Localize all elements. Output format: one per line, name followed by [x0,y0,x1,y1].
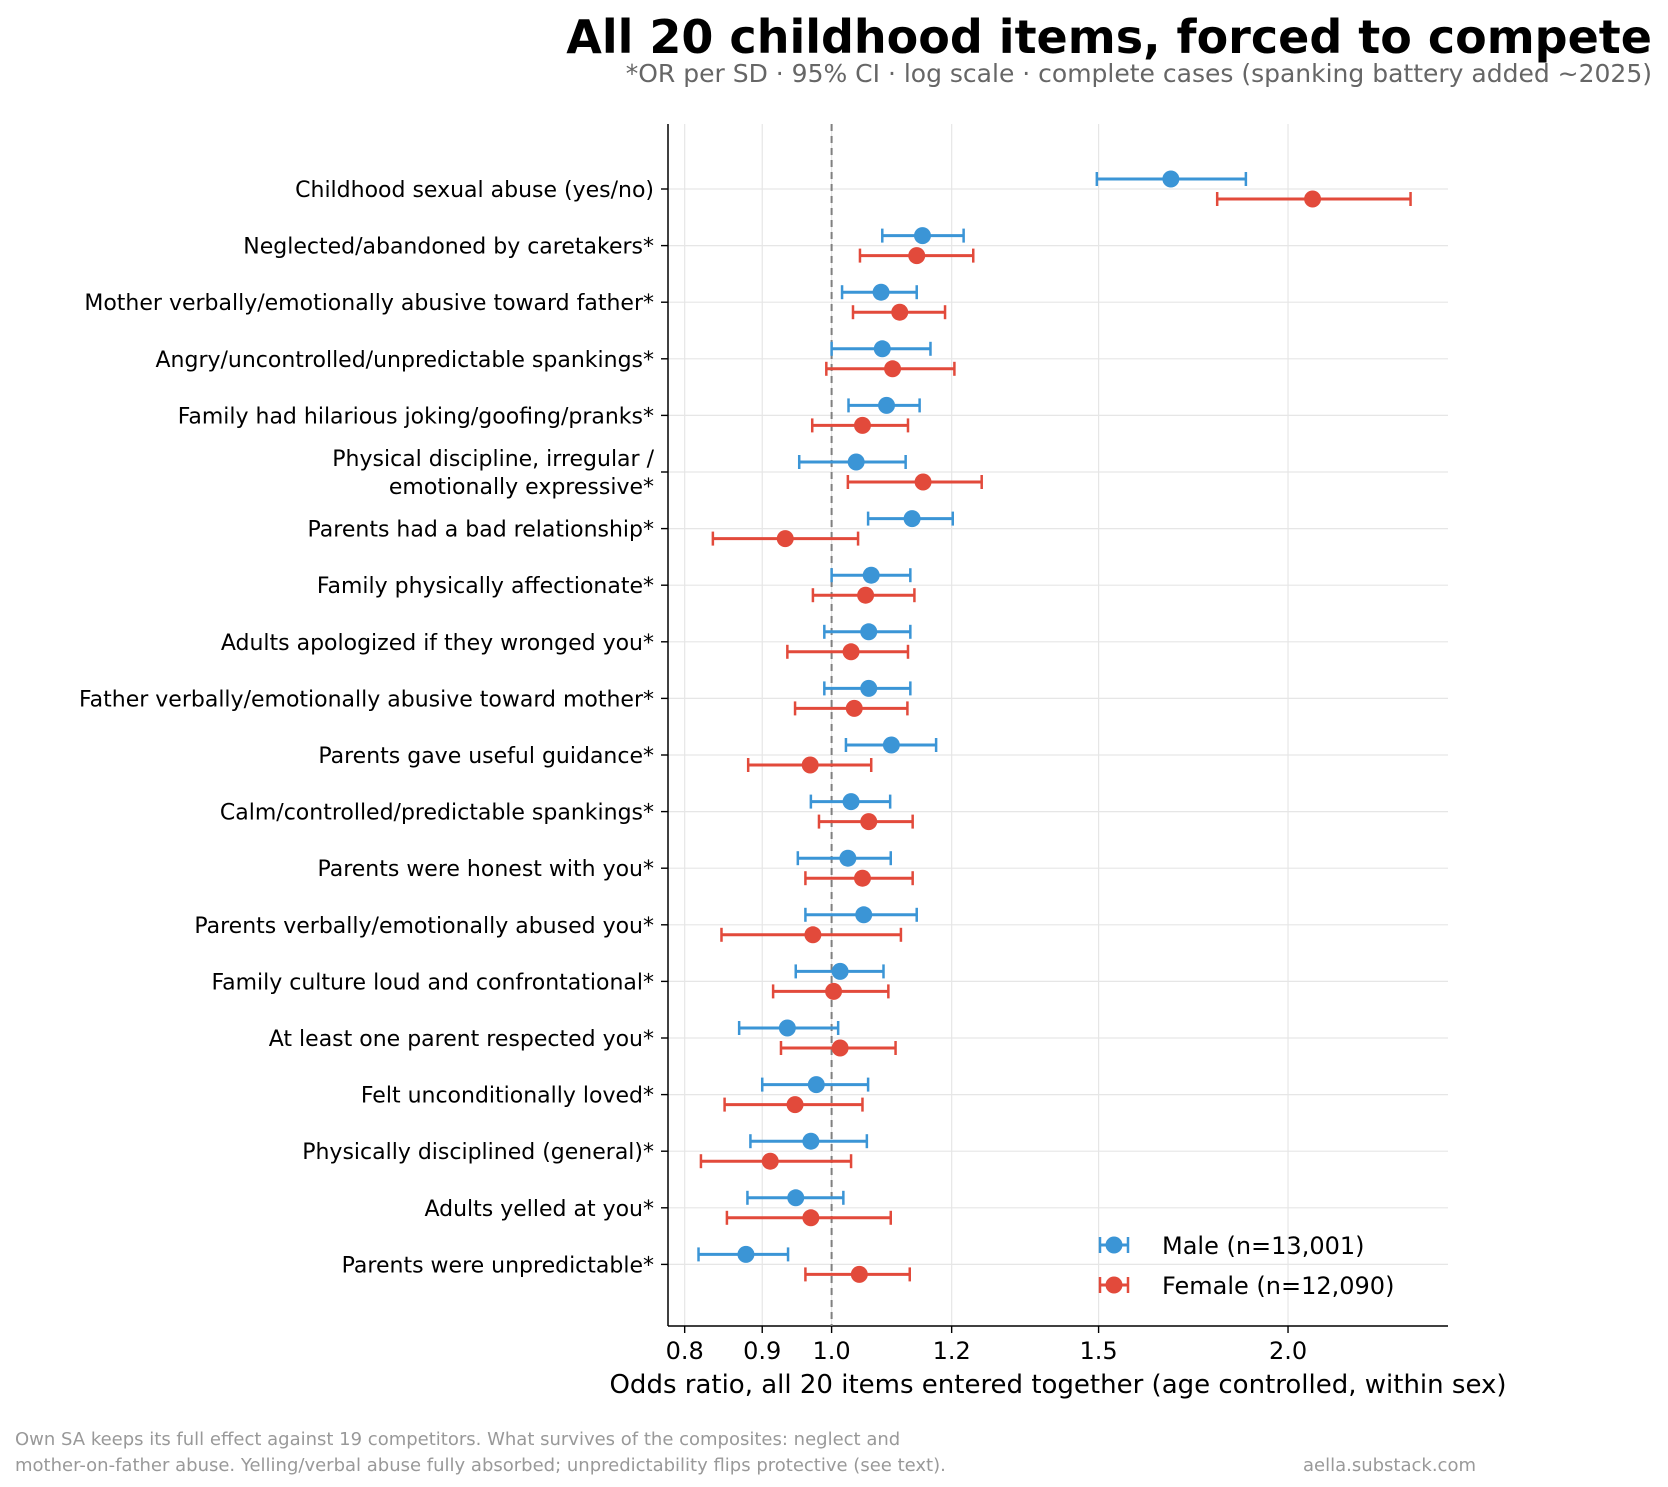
point-marker [872,283,890,301]
point-marker [853,416,871,434]
point-marker [853,869,871,887]
point-marker [1304,190,1322,208]
point-marker [855,906,873,924]
point-marker [831,962,849,980]
legend-female-label: Female (n=12,090) [1162,1272,1394,1300]
category-label: At least one parent respected you* [269,1027,654,1052]
point-marker [804,926,822,944]
chart-subtitle: *OR per SD · 95% CI · log scale · comple… [626,59,1652,88]
point-marker [873,340,891,358]
point-marker [1162,170,1180,188]
footer-credit: aella.substack.com [1303,1455,1476,1476]
category-label: Parents had a bad relationship* [308,518,654,543]
point-marker [862,566,880,584]
point-marker [825,982,843,1000]
point-marker [842,643,860,661]
category-label: Calm/controlled/predictable spankings* [220,801,654,826]
legend-female-marker [1105,1276,1123,1294]
point-marker [860,813,878,831]
series-female [699,190,1412,1283]
category-label: Father verbally/emotionally abusive towa… [79,687,654,712]
x-tick-labels: 0.8 0.9 1.0 1.2 1.5 2.0 [666,1337,1308,1365]
category-label: Family had hilarious joking/goofing/pran… [178,404,654,429]
point-marker [737,1245,755,1263]
point-marker [761,1152,779,1170]
point-marker [839,849,857,867]
point-marker [801,756,819,774]
category-labels: Childhood sexual abuse (yes/no) Neglected… [79,178,655,1278]
category-label: Family physically affectionate* [317,574,654,599]
point-marker [860,679,878,697]
category-label: Parents were honest with you* [317,857,654,882]
point-marker [831,1039,849,1057]
x-tick-label: 0.8 [666,1337,704,1365]
point-marker [842,793,860,811]
point-marker [878,396,896,414]
point-marker [776,530,794,548]
point-marker [891,303,909,321]
legend-male-marker [1105,1236,1123,1254]
x-tick-label: 2.0 [1269,1337,1307,1365]
category-label: Adults yelled at you* [424,1197,654,1222]
category-label: Physical discipline, irregular / emotiona… [332,447,654,500]
axes [661,124,1448,1333]
point-marker [857,586,875,604]
category-label: Parents gave useful guidance* [318,744,654,769]
chart-title: All 20 childhood items, forced to compet… [566,10,1652,64]
point-marker [914,473,932,491]
point-marker [802,1209,820,1227]
series-male [697,170,1248,1263]
point-marker [786,1096,804,1114]
x-tick-label: 0.9 [743,1337,781,1365]
point-marker [787,1189,805,1207]
category-label: Angry/uncontrolled/unpredictable spankin… [155,348,654,373]
point-marker [860,623,878,641]
legend: Male (n=13,001) Female (n=12,090) [1098,1232,1394,1300]
category-label: Parents were unpredictable* [342,1253,654,1278]
point-marker [802,1132,820,1150]
point-marker [884,360,902,378]
x-axis-label: Odds ratio, all 20 items entered togethe… [609,1370,1506,1400]
category-label: Neglected/abandoned by caretakers* [243,235,654,260]
category-label: Childhood sexual abuse (yes/no) [295,178,654,203]
footer-note-line-2: mother-on-father abuse. Yelling/verbal a… [15,1455,946,1476]
point-marker [807,1076,825,1094]
x-tick-label: 1.5 [1080,1337,1118,1365]
series-layer [697,170,1412,1283]
grid-layer [668,124,1448,1326]
legend-male-label: Male (n=13,001) [1162,1232,1365,1260]
point-marker [908,247,926,265]
point-marker [913,227,931,245]
x-tick-label: 1.2 [933,1337,971,1365]
category-label: Parents verbally/emotionally abused you* [194,914,654,939]
category-label: Adults apologized if they wronged you* [221,631,654,656]
category-label: Family culture loud and confrontational* [211,970,654,995]
point-marker [882,736,900,754]
point-marker [847,453,865,471]
category-label: Felt unconditionally loved* [361,1084,654,1109]
x-tick-label: 1.0 [813,1337,851,1365]
point-marker [845,699,863,717]
category-label: Mother verbally/emotionally abusive towa… [84,291,654,316]
footer-note-line-1: Own SA keeps its full effect against 19 … [15,1429,900,1450]
point-marker [903,510,921,528]
category-label: Physically disciplined (general)* [302,1140,654,1165]
point-marker [850,1265,868,1283]
point-marker [778,1019,796,1037]
